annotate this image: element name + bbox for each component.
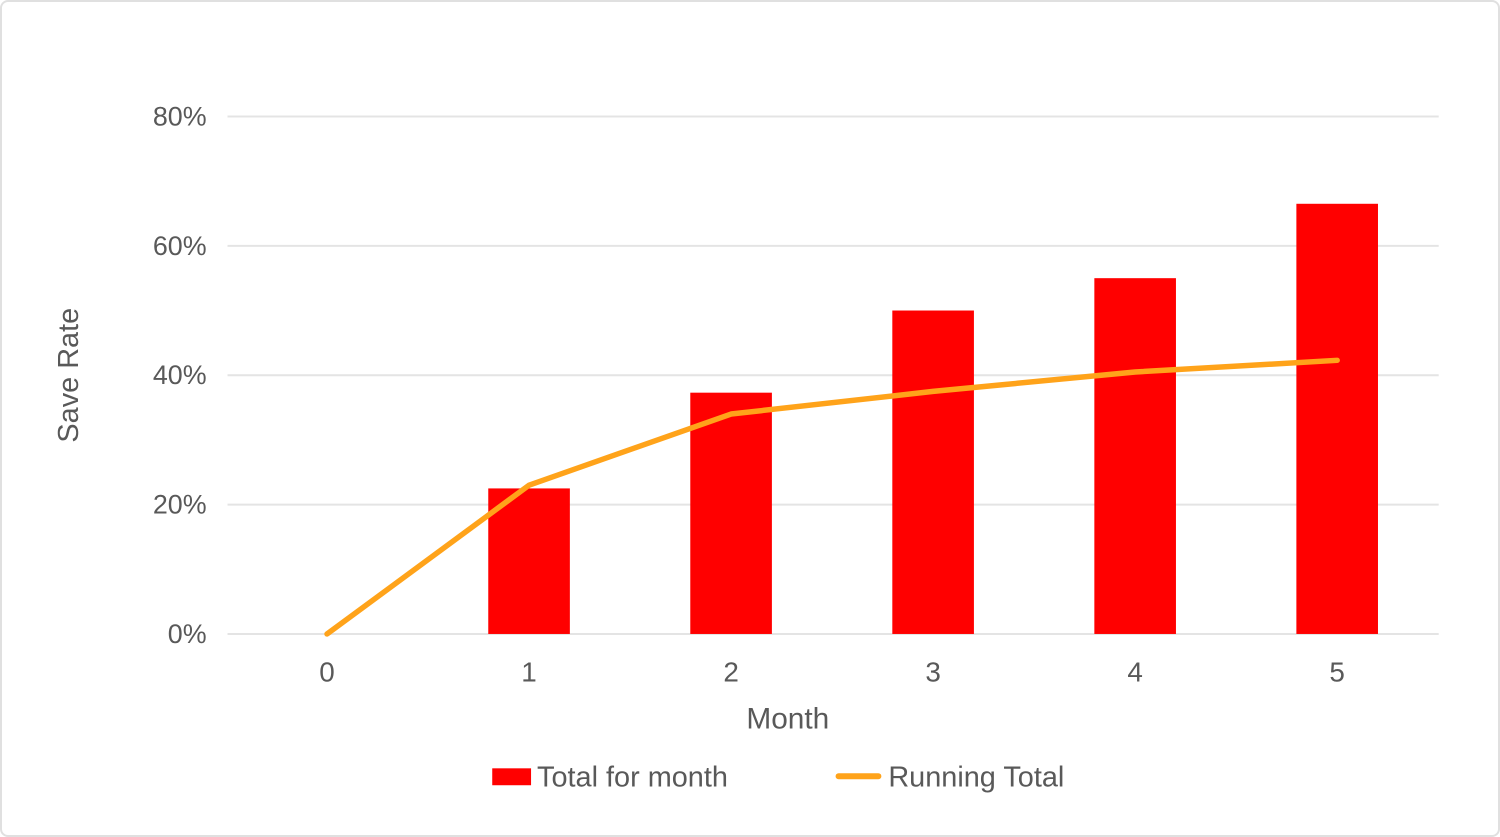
legend: Total for month Running Total [492,761,1064,793]
bar-month-1 [488,488,570,634]
x-tick-label: 1 [521,657,537,688]
gridlines [227,115,1439,635]
x-tick-label: 2 [723,657,739,688]
y-axis-title: Save Rate [53,308,85,443]
bar-series [488,203,1378,634]
running-total-line [324,357,1340,637]
y-tick-label: 80% [153,101,207,131]
y-tick-label: 40% [153,360,207,390]
line-series [324,357,1340,637]
x-tick-label: 4 [1127,657,1143,688]
bar-month-4 [1094,278,1176,634]
bar-month-5 [1296,203,1378,634]
y-axis-tick-labels: 0% 20% 40% 60% 80% [153,101,207,649]
legend-label-running-total: Running Total [888,761,1064,793]
y-tick-label: 60% [153,231,207,261]
x-tick-label: 3 [925,657,940,688]
x-axis-tick-labels: 0 1 2 3 4 5 [319,657,1345,688]
x-tick-label: 0 [319,657,335,688]
y-tick-label: 0% [168,619,207,649]
bar-month-2 [690,392,772,634]
y-tick-label: 20% [153,490,207,520]
x-tick-label: 5 [1329,657,1345,688]
legend-bar-swatch-icon [492,768,532,786]
x-axis-title: Month [746,703,829,736]
legend-label-total-for-month: Total for month [537,761,728,793]
bar-month-3 [892,310,974,634]
